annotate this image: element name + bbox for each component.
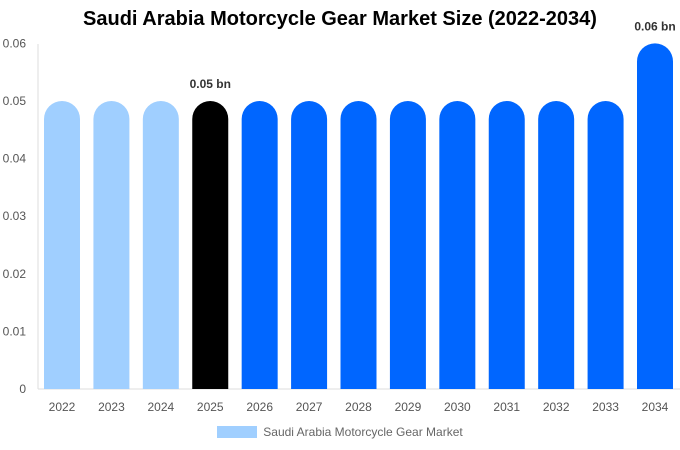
legend-swatch	[217, 426, 258, 438]
x-tick-label: 2025	[197, 400, 224, 414]
legend-label[interactable]: Saudi Arabia Motorcycle Gear Market	[263, 425, 463, 439]
x-tick-label: 2033	[592, 400, 619, 414]
bar-2023[interactable]	[93, 101, 130, 389]
bar-2028[interactable]	[340, 101, 377, 389]
x-tick-label: 2026	[246, 400, 273, 414]
bar-2022[interactable]	[44, 101, 80, 389]
x-tick-label: 2027	[296, 400, 323, 414]
chart-title: Saudi Arabia Motorcycle Gear Market Size…	[83, 8, 597, 30]
bar-2034[interactable]	[637, 43, 673, 390]
x-tick-label: 2023	[98, 400, 125, 414]
x-tick-label: 2032	[543, 400, 570, 414]
y-tick-label: 0.06	[3, 36, 27, 50]
bar-2033[interactable]	[587, 101, 624, 389]
bar-2026[interactable]	[241, 101, 278, 389]
x-tick-label: 2034	[642, 400, 669, 414]
legend: Saudi Arabia Motorcycle Gear Market	[0, 425, 680, 439]
data-label: 0.05 bn	[190, 77, 231, 91]
y-tick-label: 0.04	[3, 152, 27, 166]
x-tick-label: 2031	[493, 400, 520, 414]
bar-2031[interactable]	[488, 101, 525, 389]
bar-2029[interactable]	[389, 101, 426, 389]
y-tick-label: 0.05	[3, 94, 27, 108]
data-label: 0.06 bn	[634, 19, 675, 33]
x-tick-label: 2024	[147, 400, 174, 414]
bar-2025[interactable]	[192, 101, 229, 389]
bar-2032[interactable]	[538, 101, 575, 389]
y-tick-label: 0	[19, 382, 26, 396]
y-tick-label: 0.01	[3, 324, 27, 338]
y-tick-label: 0.02	[3, 267, 27, 281]
bar-2030[interactable]	[439, 101, 476, 389]
y-tick-label: 0.03	[3, 209, 27, 223]
x-tick-label: 2028	[345, 400, 372, 414]
bar-2024[interactable]	[142, 101, 179, 389]
x-tick-label: 2030	[444, 400, 471, 414]
x-tick-label: 2022	[49, 400, 76, 414]
bar-2027[interactable]	[291, 101, 328, 389]
x-tick-label: 2029	[395, 400, 422, 414]
